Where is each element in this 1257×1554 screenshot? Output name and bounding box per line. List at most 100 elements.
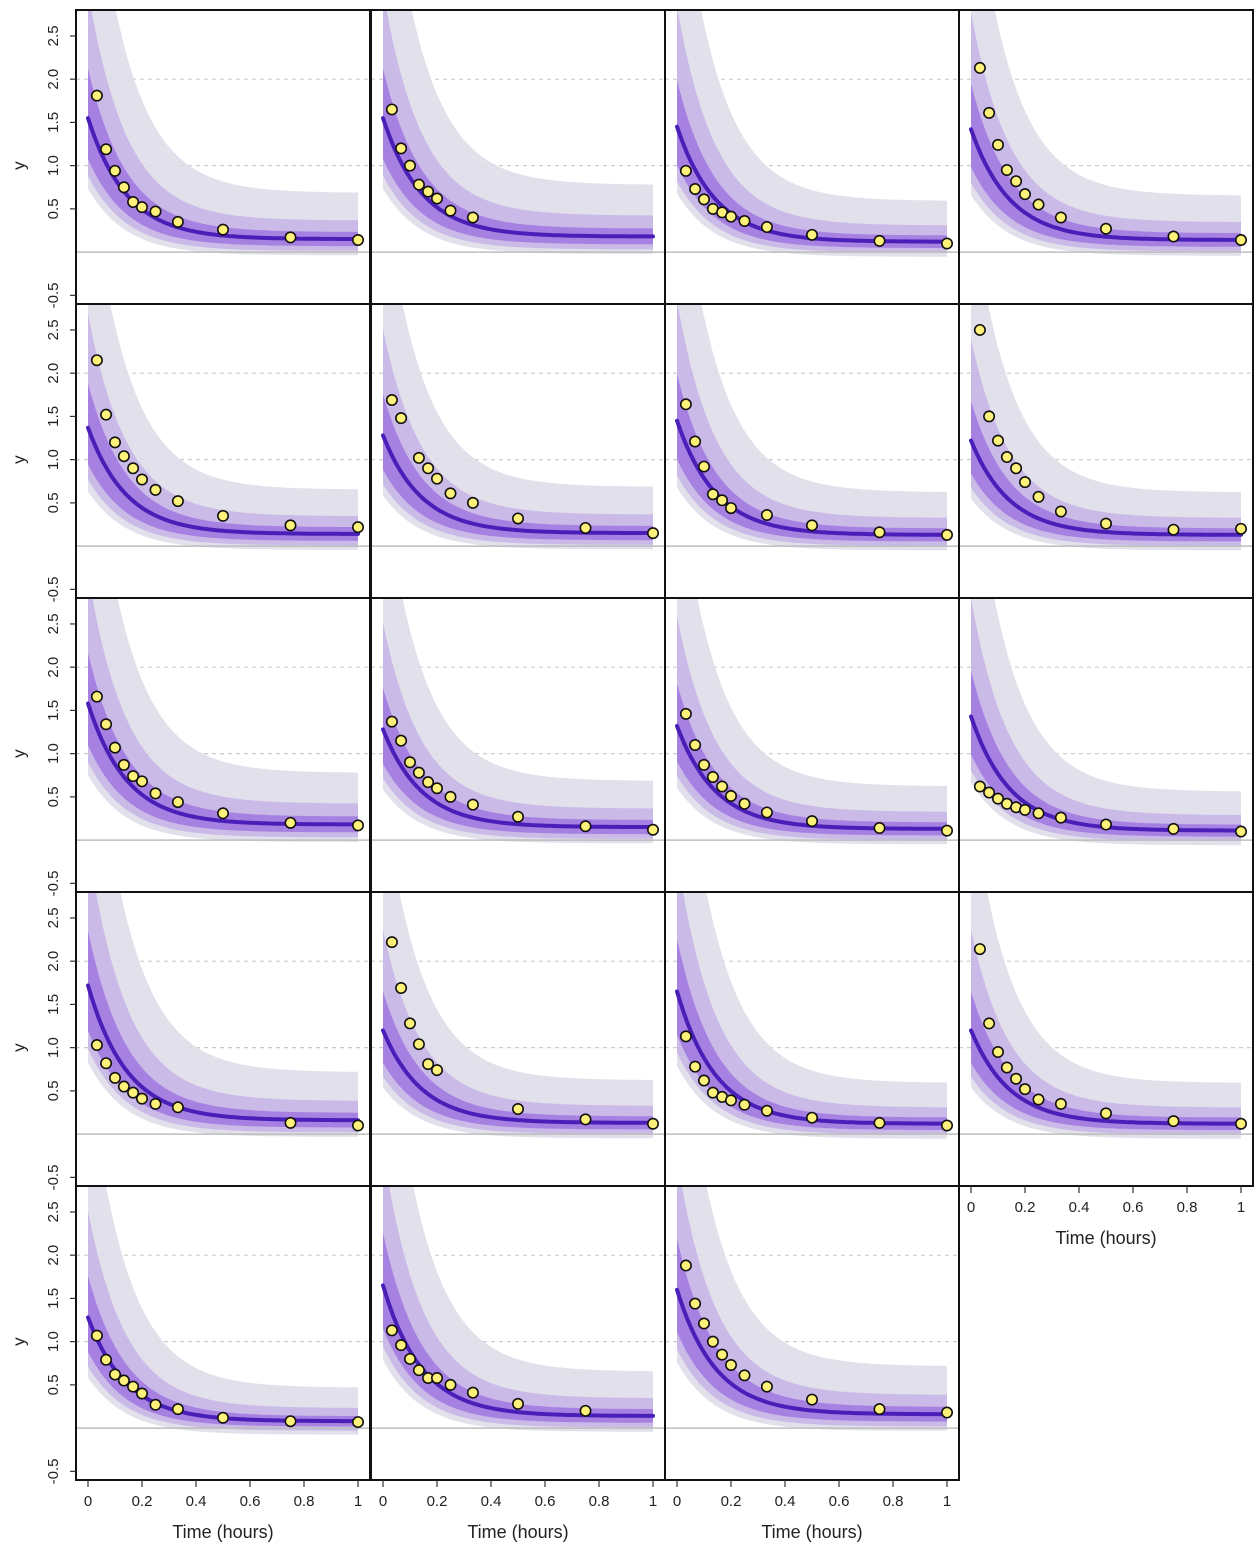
y-axis-label: y <box>9 1043 28 1052</box>
x-tick-label: 0 <box>967 1199 975 1216</box>
observed-point <box>716 494 729 507</box>
y-axis-label: y <box>9 1337 28 1346</box>
prediction-band-mid <box>677 892 947 1135</box>
observed-point <box>171 796 184 809</box>
observed-point <box>1167 230 1180 243</box>
prediction-band-mid <box>383 10 653 250</box>
observed-point <box>217 807 230 820</box>
observed-point <box>127 462 140 475</box>
observed-point <box>395 981 408 994</box>
observed-point <box>385 936 398 949</box>
median-prediction-line <box>86 983 360 1123</box>
observed-point <box>805 228 818 241</box>
x-axis-label: Time (hours) <box>1055 1228 1156 1248</box>
observed-point <box>1054 505 1067 518</box>
observed-point <box>171 215 184 228</box>
x-tick-label: 0.4 <box>1069 1199 1090 1216</box>
observed-point <box>805 519 818 532</box>
observed-point <box>1100 1107 1113 1120</box>
panel-plot-area <box>371 892 665 1139</box>
x-tick-label: 0.6 <box>1123 1199 1144 1216</box>
prediction-band-mid <box>677 304 947 546</box>
x-tick-label: 0.8 <box>1177 1199 1198 1216</box>
panels-layer <box>75 9 1254 1481</box>
observed-point <box>403 1352 416 1365</box>
observed-point <box>679 1030 692 1043</box>
observed-point <box>100 1353 113 1366</box>
observed-point <box>1032 807 1045 820</box>
y-tick-label: 2.0 <box>45 69 62 90</box>
median-prediction-line <box>969 438 1243 537</box>
observed-point <box>689 738 702 751</box>
observed-point <box>873 1403 886 1416</box>
observed-point <box>973 61 986 74</box>
panel-19 <box>664 1185 960 1481</box>
y-tick-label: 1.0 <box>45 1037 62 1058</box>
observed-point <box>706 770 719 783</box>
observed-point <box>385 1324 398 1337</box>
observed-point <box>679 164 692 177</box>
observed-point <box>1235 1117 1248 1130</box>
panel-plot-area <box>665 10 959 257</box>
panel-plot-area <box>76 10 370 256</box>
y-tick-label: 1.0 <box>45 449 62 470</box>
y-tick-label: 2.0 <box>45 363 62 384</box>
observed-point <box>100 718 113 731</box>
observed-point <box>217 1411 230 1424</box>
y-tick-label: 0.5 <box>45 198 62 219</box>
observed-point <box>1100 222 1113 235</box>
panel-9 <box>75 597 371 893</box>
observed-point <box>127 770 140 783</box>
observed-point <box>171 1101 184 1114</box>
observed-point <box>724 1094 737 1107</box>
panel-12 <box>958 597 1254 893</box>
observed-point <box>217 509 230 522</box>
observed-point <box>646 1117 659 1130</box>
prediction-band-mid <box>383 622 653 839</box>
y-tick-label: -0.5 <box>45 1458 62 1484</box>
observed-point <box>983 1017 996 1030</box>
observed-point <box>1235 522 1248 535</box>
observed-point <box>1010 1072 1023 1085</box>
observed-point <box>422 185 435 198</box>
observed-point <box>109 1071 122 1084</box>
y-axis-label: y <box>9 455 28 464</box>
observed-point <box>109 741 122 754</box>
axes-layer: -0.5 0.5 1.0 1.5 2.0 2.5 y -0.5 0.5 1.0 1.5 2.0 2.5 y… <box>9 25 1245 1542</box>
x-axis-col-2: 0 0.2 0.4 0.6 0.8 1 Time (hours) <box>379 1480 657 1542</box>
observed-point <box>1018 188 1031 201</box>
x-tick-label: 0.4 <box>186 1493 207 1510</box>
observed-point <box>1018 476 1031 489</box>
observed-point <box>90 1039 103 1052</box>
observed-point <box>149 1398 162 1411</box>
observed-point <box>136 775 149 788</box>
observed-point <box>873 1116 886 1129</box>
observed-point <box>117 181 130 194</box>
observed-point <box>284 519 297 532</box>
observed-point <box>395 412 408 425</box>
panel-plot-area <box>371 304 665 550</box>
prediction-band-inner <box>383 394 653 541</box>
observed-point <box>1167 1115 1180 1128</box>
prediction-band-mid <box>677 1186 947 1427</box>
observed-point <box>1000 1061 1013 1074</box>
panel-5 <box>75 303 371 599</box>
y-axis-row-2: -0.5 0.5 1.0 1.5 2.0 2.5 y <box>9 319 76 602</box>
panel-3 <box>664 9 960 305</box>
x-tick-label: 0.2 <box>1015 1199 1036 1216</box>
observed-point <box>117 758 130 771</box>
y-tick-label: 2.5 <box>45 907 62 928</box>
x-tick-label: 0.2 <box>721 1493 742 1510</box>
observed-point <box>973 780 986 793</box>
observed-point <box>679 707 692 720</box>
observed-point <box>1000 163 1013 176</box>
observed-point <box>430 472 443 485</box>
panel-15 <box>664 891 960 1187</box>
observed-point <box>760 806 773 819</box>
x-axis-col-4: 0 0.2 0.4 0.6 0.8 1 Time (hours) <box>967 1186 1245 1248</box>
prediction-band-mid <box>971 598 1241 842</box>
panel-plot-area <box>959 10 1253 256</box>
prediction-band-inner <box>383 991 653 1130</box>
observed-point <box>1054 811 1067 824</box>
prediction-band-mid <box>677 10 947 253</box>
